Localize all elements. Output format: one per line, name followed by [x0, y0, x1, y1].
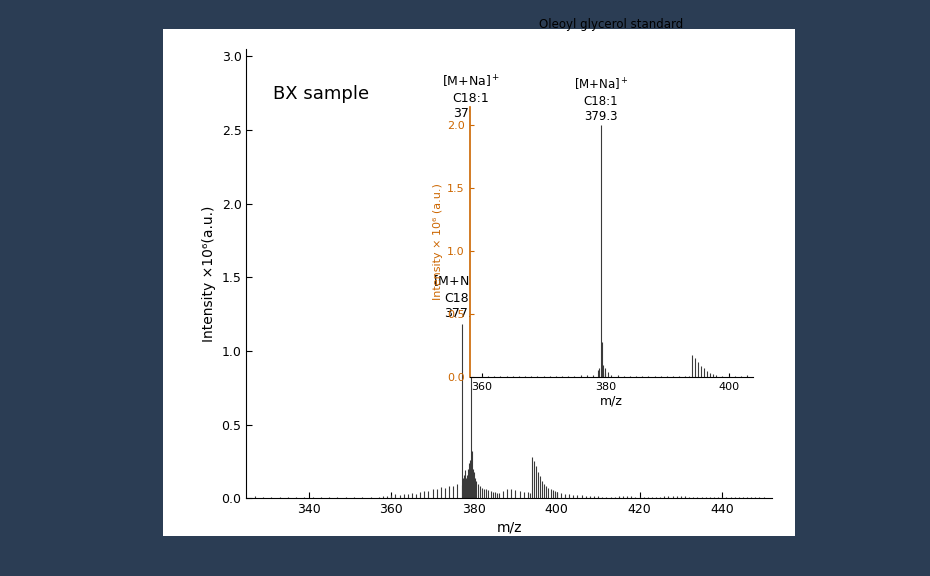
Text: [M+Na]$^+$
C18:2
377.2: [M+Na]$^+$ C18:2 377.2: [433, 274, 492, 320]
Y-axis label: Intensity × 10⁶ (a.u.): Intensity × 10⁶ (a.u.): [432, 184, 443, 300]
Text: [M+Na]$^+$
C18:1
379.3: [M+Na]$^+$ C18:1 379.3: [442, 73, 500, 120]
Y-axis label: Intensity ×10⁶(a.u.): Intensity ×10⁶(a.u.): [202, 206, 216, 342]
Text: BX sample: BX sample: [272, 85, 369, 103]
X-axis label: m/z: m/z: [600, 395, 623, 408]
X-axis label: m/z: m/z: [497, 520, 522, 535]
Text: [M+Na]$^+$
C18:1
379.3: [M+Na]$^+$ C18:1 379.3: [574, 77, 629, 123]
Text: Oleoyl glycerol standard: Oleoyl glycerol standard: [539, 18, 684, 31]
